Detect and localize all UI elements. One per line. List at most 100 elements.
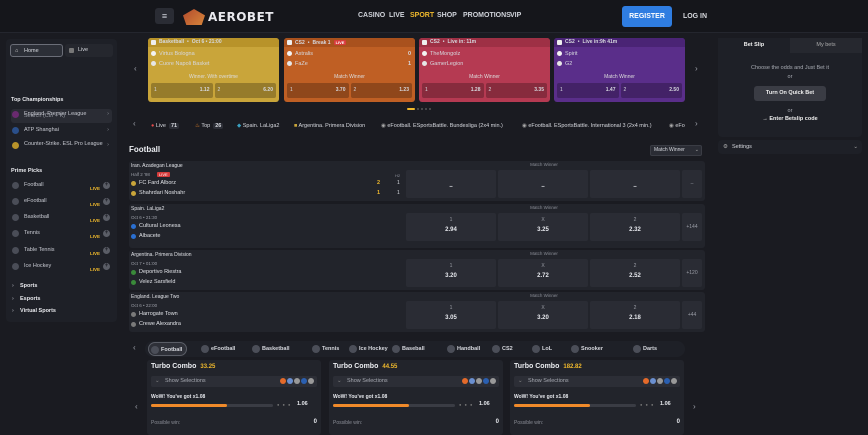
nav-vip[interactable]: VIP bbox=[510, 12, 522, 19]
pick-tennis[interactable]: Tennis LIVE + bbox=[11, 227, 112, 240]
odds-cell[interactable]: 1 3.05 bbox=[406, 301, 496, 329]
odds-cell[interactable]: X 3.20 bbox=[498, 301, 588, 329]
featured-card[interactable]: CS2 • Break 1 LIVE Astralis 0 FaZe 1 Match Winne… bbox=[284, 38, 415, 102]
championship-esl[interactable]: Counter-Strike. ESL Pro League › bbox=[11, 139, 112, 157]
market-select[interactable]: Match Winner ⌄ bbox=[650, 145, 702, 156]
event-team[interactable]: Velez Sarsfield bbox=[131, 279, 175, 285]
championship-atp[interactable]: ATP Shanghai › bbox=[11, 124, 112, 137]
sport-tab-baseball[interactable]: Baseball bbox=[390, 342, 425, 356]
odds-button[interactable]: 2 2.50 bbox=[620, 83, 682, 98]
filter-next-icon[interactable]: › bbox=[695, 119, 698, 128]
odds-cell[interactable]: – bbox=[590, 170, 680, 198]
pick-football[interactable]: Football LIVE + bbox=[11, 179, 112, 192]
enter-betslip-code-link[interactable]: → Enter Betslip code bbox=[762, 116, 818, 122]
odds-cell[interactable]: X 2.72 bbox=[498, 259, 588, 287]
odds-button[interactable]: 2 3.35 bbox=[485, 83, 547, 98]
filter-top[interactable]: ♨ Top 26 bbox=[195, 120, 224, 132]
odds-cell[interactable]: – bbox=[406, 170, 496, 198]
odds-cell[interactable]: 2 2.32 bbox=[590, 213, 680, 241]
more-markets-button[interactable]: +144 bbox=[682, 213, 702, 241]
turbo-combo-card[interactable]: Turbo Combo 182.82 ⌄ Show Selections WoW! Yo… bbox=[510, 360, 684, 435]
sport-tab-darts[interactable]: Darts bbox=[631, 342, 657, 356]
odds-cell[interactable]: 2 2.52 bbox=[590, 259, 680, 287]
more-markets-button[interactable]: – bbox=[682, 170, 702, 198]
featured-next-icon[interactable]: › bbox=[695, 64, 698, 73]
register-button[interactable]: REGISTER bbox=[622, 6, 672, 27]
nav-promotions[interactable]: PROMOTIONS bbox=[463, 12, 511, 19]
filter-argentina[interactable]: ■ Argentina. Primera Division bbox=[294, 120, 365, 132]
sidebar-sports[interactable]: Sports bbox=[11, 283, 37, 289]
featured-card[interactable]: CS2 • Live in:9h 41m Spirit G2 Match Winner 1 1… bbox=[554, 38, 685, 102]
filter-live[interactable]: ● Live 71 bbox=[151, 120, 180, 132]
add-icon[interactable]: + bbox=[103, 230, 110, 237]
carousel-dots[interactable] bbox=[407, 108, 431, 110]
add-icon[interactable]: + bbox=[103, 247, 110, 254]
add-icon[interactable]: + bbox=[103, 198, 110, 205]
login-button[interactable]: LOG IN bbox=[682, 13, 708, 20]
event-team[interactable]: Deportivo Riestra bbox=[131, 269, 182, 275]
featured-card[interactable]: CS2 • Live in: 11m TheMongolz GamerLegion Mat… bbox=[419, 38, 550, 102]
more-markets-button[interactable]: +44 bbox=[682, 301, 702, 329]
event-team[interactable]: Albacete bbox=[131, 233, 160, 239]
tab-my-bets[interactable]: My bets bbox=[790, 38, 862, 53]
menu-toggle-icon[interactable]: ≡ bbox=[155, 8, 174, 24]
pick-ice-hockey[interactable]: Ice Hockey LIVE + bbox=[11, 260, 112, 273]
odds-button[interactable]: 2 6.20 bbox=[214, 83, 276, 98]
event-team[interactable]: Crewe Alexandra bbox=[131, 321, 181, 327]
nav-sport[interactable]: SPORT bbox=[410, 12, 435, 19]
sidebar-tab-home[interactable]: ⌂ Home bbox=[10, 44, 63, 57]
nav-shop[interactable]: SHOP bbox=[437, 12, 457, 19]
sport-tab-ice-hockey[interactable]: Ice Hockey bbox=[347, 342, 388, 356]
settings-row[interactable]: ⚙ Settings ⌄ bbox=[718, 140, 862, 154]
odds-cell[interactable]: 1 3.20 bbox=[406, 259, 496, 287]
odds-cell[interactable]: 2 2.18 bbox=[590, 301, 680, 329]
league-name[interactable]: Spain. LaLiga2 bbox=[131, 206, 165, 212]
event-team[interactable]: Cultural Leonesa bbox=[131, 223, 181, 229]
tab-bet-slip[interactable]: Bet Slip bbox=[718, 38, 790, 53]
odds-cell[interactable]: X 3.25 bbox=[498, 213, 588, 241]
show-selections-button[interactable]: ⌄ Show Selections bbox=[333, 376, 499, 387]
sport-tab-basketball[interactable]: Basketball bbox=[250, 342, 290, 356]
more-markets-button[interactable]: +120 bbox=[682, 259, 702, 287]
turbo-combo-card[interactable]: Turbo Combo 33.25 ⌄ Show Selections WoW! You… bbox=[147, 360, 321, 435]
league-name[interactable]: Argentina. Primera Division bbox=[131, 252, 192, 258]
sport-tab-handball[interactable]: Handball bbox=[445, 342, 480, 356]
brand-logo[interactable]: AEROBET bbox=[183, 7, 274, 27]
combo-next-icon[interactable]: › bbox=[693, 402, 696, 411]
filter-international-efootball[interactable]: ◉ eFootball. ESportsBattle. Internationa… bbox=[522, 120, 652, 132]
odds-button[interactable]: 1 1.28 bbox=[422, 83, 484, 98]
odds-button[interactable]: 1 1.47 bbox=[557, 83, 619, 98]
add-icon[interactable]: + bbox=[103, 214, 110, 221]
odds-button[interactable]: 1 3.70 bbox=[287, 83, 349, 98]
show-selections-button[interactable]: ⌄ Show Selections bbox=[151, 376, 317, 387]
featured-prev-icon[interactable]: ‹ bbox=[134, 64, 137, 73]
sidebar-esports[interactable]: Esports bbox=[11, 296, 40, 302]
championship-epl[interactable]: England. Premier League › bbox=[11, 108, 112, 121]
turbo-combo-card[interactable]: Turbo Combo 44.55 ⌄ Show Selections WoW! You… bbox=[329, 360, 503, 435]
add-icon[interactable]: + bbox=[103, 263, 110, 270]
odds-cell[interactable]: 1 2.94 bbox=[406, 213, 496, 241]
sidebar-virtual-sports[interactable]: Virtual Sports bbox=[11, 308, 56, 314]
sport-tab-snooker[interactable]: Snooker bbox=[569, 342, 603, 356]
pick-efootball[interactable]: eFootball LIVE + bbox=[11, 195, 112, 208]
nav-casino[interactable]: CASINO bbox=[358, 12, 386, 19]
pick-table-tennis[interactable]: Table Tennis LIVE + bbox=[11, 244, 112, 257]
sport-tab-football[interactable]: Football bbox=[148, 342, 188, 356]
filter-laliga2[interactable]: ◆ Spain. LaLiga2 bbox=[237, 120, 279, 132]
add-icon[interactable]: + bbox=[103, 182, 110, 189]
sidebar-tab-live[interactable]: Live bbox=[65, 44, 113, 57]
filter-prev-icon[interactable]: ‹ bbox=[133, 119, 136, 128]
nav-live[interactable]: LIVE bbox=[389, 12, 405, 19]
league-name[interactable]: England. League Two bbox=[131, 294, 180, 300]
sport-tab-tennis[interactable]: Tennis bbox=[310, 342, 339, 356]
sport-tab-efootball[interactable]: eFootball bbox=[199, 342, 235, 356]
sport-tabs-prev-icon[interactable]: ‹ bbox=[133, 343, 136, 352]
pick-basketball[interactable]: Basketball LIVE + bbox=[11, 211, 112, 224]
event-team[interactable]: Harrogate Town bbox=[131, 311, 178, 317]
featured-card[interactable]: Basketball • Oct 6 • 21:00 Virtus Bologna Cu… bbox=[148, 38, 279, 102]
league-name[interactable]: Iran. Azadegan League bbox=[131, 163, 183, 169]
odds-button[interactable]: 1 1.12 bbox=[151, 83, 213, 98]
event-team[interactable]: Shahrdari Noshahr bbox=[131, 190, 185, 196]
sport-tab-lol[interactable]: LoL bbox=[530, 342, 552, 356]
filter-bundesliga-efootball[interactable]: ◉ eFootball. ESportsBattle. Bundesliga (… bbox=[381, 120, 503, 132]
